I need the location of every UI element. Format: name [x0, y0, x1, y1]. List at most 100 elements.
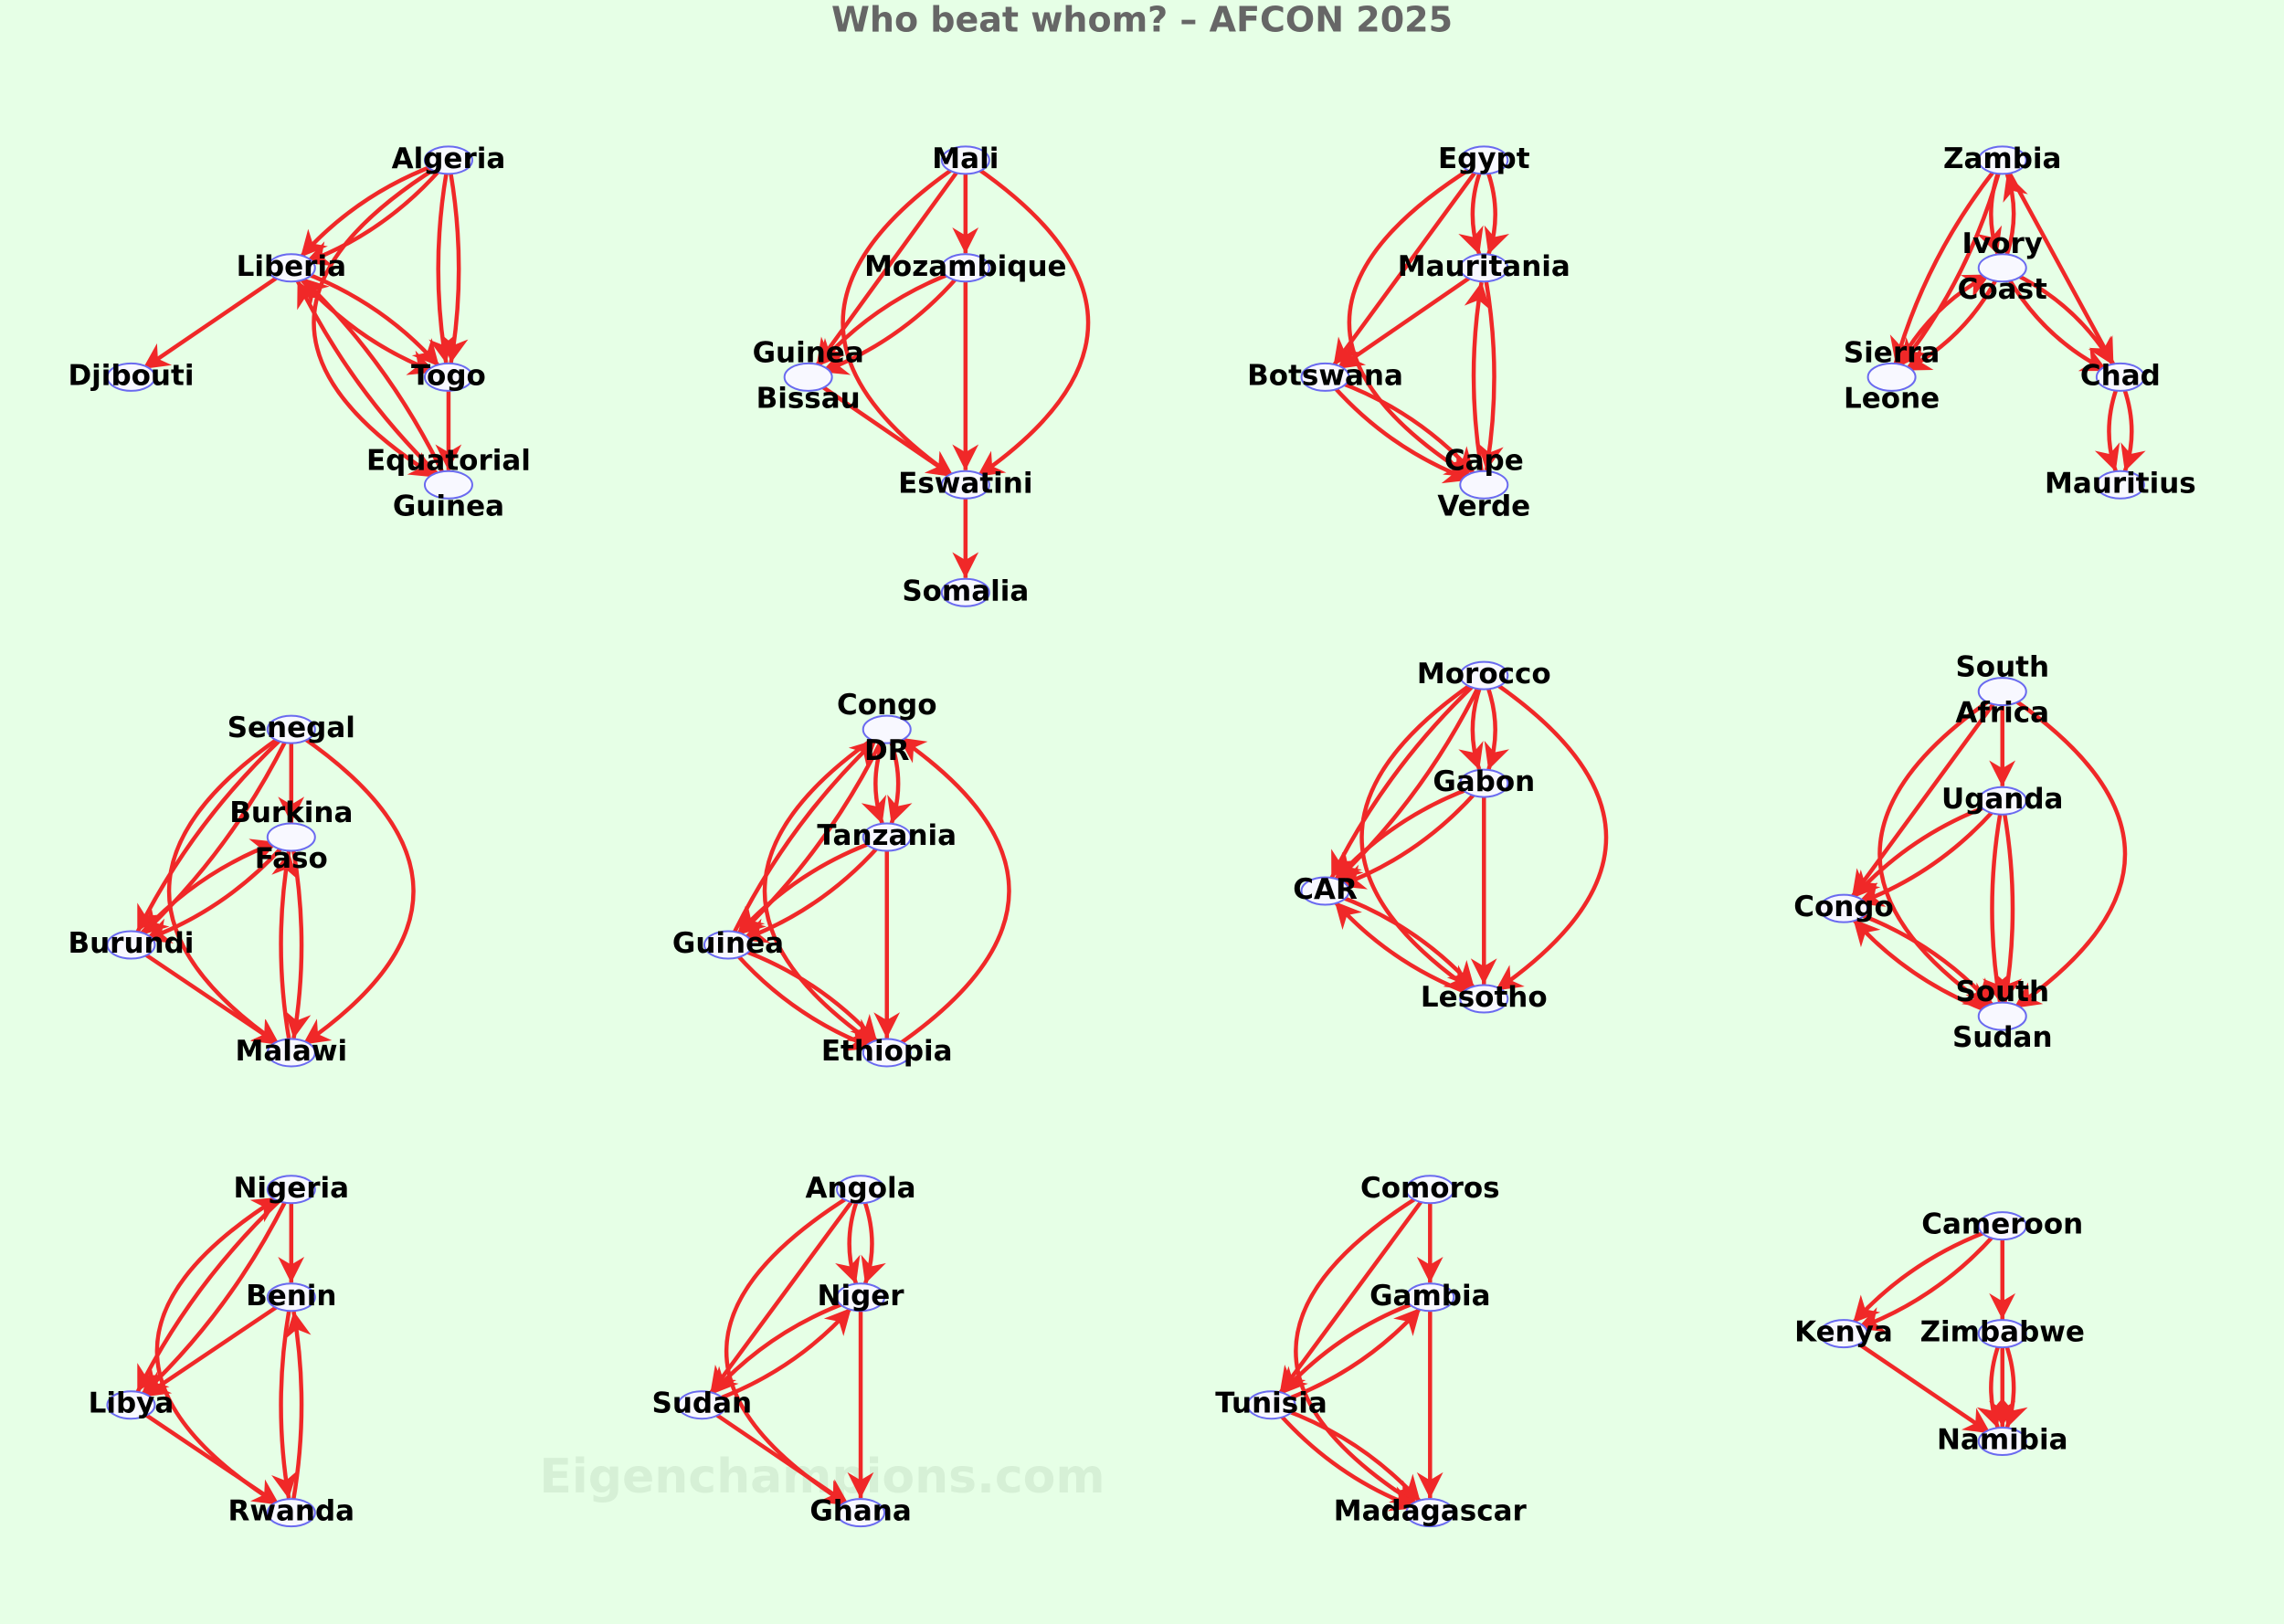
- edge: [1332, 385, 1472, 484]
- node-label: Leone: [1844, 382, 1940, 415]
- node: [106, 1390, 156, 1420]
- edge: [154, 1195, 282, 1508]
- node-label: Zimbabwe: [1920, 1316, 2085, 1349]
- edge: [1458, 687, 1484, 771]
- edge: [835, 1200, 861, 1284]
- edge: [1983, 813, 2009, 1003]
- node: [1977, 786, 2027, 816]
- node: [1459, 660, 1509, 691]
- edge: [732, 737, 878, 934]
- node: [1459, 145, 1509, 175]
- node-label: Morocco: [1417, 658, 1551, 691]
- node-label: Malawi: [236, 1035, 348, 1068]
- node: [940, 145, 990, 175]
- node: [106, 930, 156, 960]
- edge: [1852, 1228, 1992, 1324]
- edge: [1278, 1413, 1418, 1512]
- node: [677, 1390, 727, 1420]
- node: [1300, 876, 1350, 906]
- node: [266, 1038, 316, 1068]
- node-label: Sudan: [1952, 1021, 2053, 1054]
- node-label: Sudan: [652, 1387, 753, 1420]
- edge: [724, 1194, 851, 1507]
- node: [862, 714, 912, 744]
- node: [1977, 677, 2027, 707]
- edge: [140, 950, 280, 1047]
- node-label: Ivory: [1961, 227, 2043, 260]
- edge: [295, 279, 441, 478]
- node-label: Namibia: [1937, 1424, 2068, 1457]
- node: [862, 1038, 912, 1068]
- node: [266, 1175, 316, 1205]
- edge: [1484, 171, 1510, 255]
- node-label: Congo: [837, 689, 937, 722]
- node: [1819, 893, 1869, 923]
- node: [783, 362, 833, 392]
- edge: [1347, 164, 1475, 480]
- node: [2095, 469, 2145, 500]
- node: [940, 253, 990, 283]
- node: [940, 577, 990, 607]
- edge: [1329, 682, 1476, 880]
- node-label: Cameroon: [1921, 1208, 2083, 1241]
- edge: [135, 736, 284, 933]
- node-label: Kenya: [1794, 1316, 1893, 1349]
- edge: [166, 734, 282, 1047]
- node-label: Egypt: [1438, 142, 1530, 175]
- node: [836, 1498, 886, 1528]
- edge: [1279, 1299, 1419, 1396]
- node-label: Guinea: [393, 490, 504, 522]
- edge: [1976, 1345, 2003, 1429]
- node-label: Lesotho: [1421, 981, 1548, 1014]
- node: [266, 1498, 316, 1528]
- node-label: Verde: [1437, 490, 1530, 522]
- node: [106, 362, 156, 392]
- edge: [1333, 900, 1473, 997]
- node: [1977, 1319, 2027, 1349]
- node: [1405, 1498, 1455, 1528]
- node: [266, 253, 316, 283]
- node-label: Equatorial: [366, 444, 531, 477]
- node: [862, 822, 912, 852]
- edge: [1976, 171, 2003, 255]
- edge: [2011, 697, 2128, 1010]
- edge: [1852, 803, 1992, 900]
- node-label: Nigeria: [233, 1172, 349, 1205]
- edge: [710, 1299, 850, 1396]
- node-label: Eswatini: [898, 467, 1032, 500]
- node-label: Congo: [1793, 891, 1894, 923]
- node-label: Gambia: [1369, 1280, 1490, 1313]
- node-label: Botswana: [1247, 359, 1403, 392]
- node-label: Gabon: [1433, 765, 1535, 798]
- nodes: Algeria Liberia Djibouti Togo Equatorial Guin…: [68, 142, 2195, 1528]
- edge: [142, 273, 282, 371]
- edge: [1852, 918, 1992, 1014]
- node: [1459, 253, 1509, 283]
- edge: [887, 741, 913, 825]
- edges: [135, 163, 2146, 1512]
- node: [836, 1175, 886, 1205]
- node-label: Tanzania: [817, 819, 957, 852]
- edge: [2006, 278, 2109, 373]
- node-label: Chad: [2080, 359, 2161, 392]
- edge: [138, 838, 279, 937]
- node-label: Algeria: [392, 142, 506, 175]
- node-label: Senegal: [227, 712, 355, 744]
- node: [1459, 768, 1509, 798]
- node: [940, 469, 990, 500]
- edge: [1877, 697, 1993, 1010]
- node: [423, 145, 473, 175]
- edge: [817, 382, 955, 479]
- node: [836, 1282, 886, 1313]
- node-label: South: [1955, 975, 2049, 1008]
- node-label: Zambia: [1943, 142, 2061, 175]
- edge: [841, 165, 957, 479]
- node-label: Liberia: [237, 250, 346, 283]
- edge: [861, 1200, 886, 1284]
- node-label: Burkina: [229, 796, 353, 829]
- node: [266, 1282, 316, 1313]
- edge: [271, 850, 298, 1041]
- edge: [1853, 1339, 1992, 1435]
- edge: [2094, 388, 2120, 472]
